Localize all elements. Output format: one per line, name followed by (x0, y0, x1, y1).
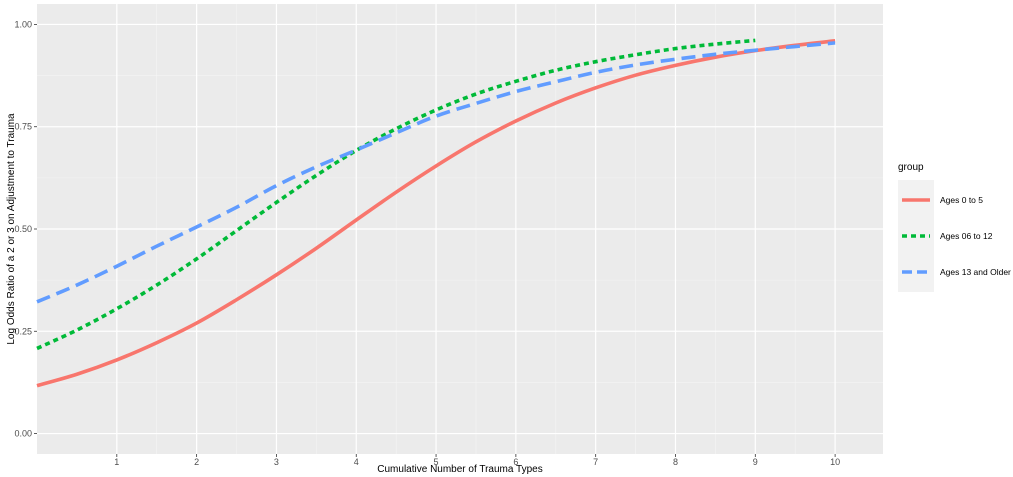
grid-major (37, 4, 883, 454)
legend-label-1: Ages 0 to 5 (940, 195, 983, 205)
x-tick-label: 1 (114, 457, 119, 467)
x-tick-label: 7 (593, 457, 598, 467)
series-line-3 (36, 41, 836, 304)
y-tick-label: 0.75 (14, 122, 32, 132)
x-tick-label: 4 (354, 457, 359, 467)
x-axis-title: Cumulative Number of Trauma Types (377, 464, 542, 475)
x-tick-label: 10 (830, 457, 840, 467)
x-tick-label: 9 (753, 457, 758, 467)
y-axis-title: Log Odds Ratio of a 2 or 3 on Adjustment… (6, 113, 17, 345)
y-tick-label: 0.25 (14, 326, 32, 336)
x-tick-label: 3 (274, 457, 279, 467)
y-axis-ticks: 0.00 0.25 0.50 0.75 1.00 (14, 19, 37, 439)
legend-title: group (898, 162, 924, 173)
series-lines (36, 38, 836, 388)
legend: group Ages 0 to 5 Ages 06 to 12 Ages 13 an… (898, 162, 1011, 292)
x-tick-label: 8 (673, 457, 678, 467)
y-tick-label: 0.50 (14, 224, 32, 234)
x-tick-label: 2 (194, 457, 199, 467)
series-line-2 (36, 38, 756, 351)
series-line-1 (36, 39, 836, 388)
y-tick-label: 0.00 (14, 429, 32, 439)
legend-label-3: Ages 13 and Older (940, 267, 1011, 277)
x-tick-label: 5 (434, 457, 439, 467)
y-tick-label: 1.00 (14, 19, 32, 29)
x-axis-ticks: 1 2 3 4 5 6 7 8 9 10 (114, 454, 840, 467)
legend-label-2: Ages 06 to 12 (940, 231, 993, 241)
x-tick-label: 6 (513, 457, 518, 467)
